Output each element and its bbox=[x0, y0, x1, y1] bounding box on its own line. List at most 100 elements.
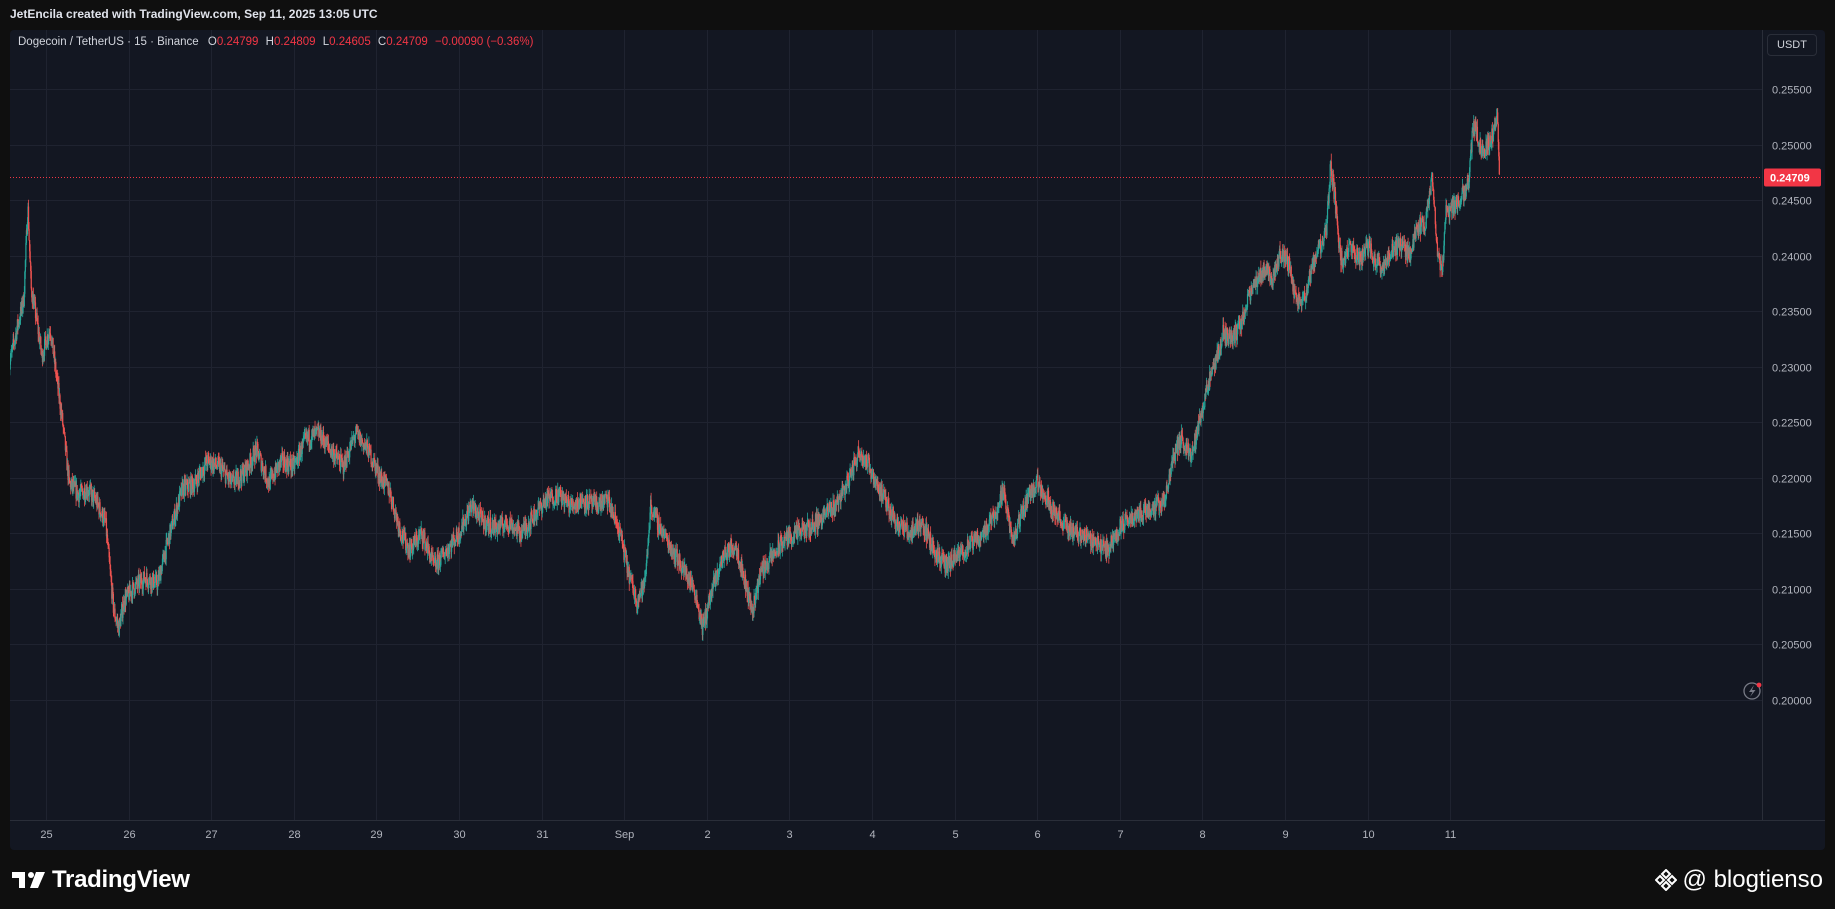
candle-body bbox=[265, 466, 267, 482]
candle bbox=[633, 584, 636, 605]
header-bar: JetEncila created with TradingView.com, … bbox=[0, 0, 1835, 30]
candle-body bbox=[161, 564, 163, 574]
candle-body bbox=[147, 584, 150, 588]
candle bbox=[281, 446, 283, 458]
candle-body bbox=[260, 454, 262, 456]
candle bbox=[86, 480, 88, 501]
candle bbox=[312, 425, 314, 440]
candle bbox=[30, 265, 32, 291]
candle bbox=[112, 592, 114, 617]
candle bbox=[530, 505, 532, 535]
candle-body bbox=[542, 499, 544, 506]
candle-body bbox=[763, 559, 765, 568]
candle-body bbox=[553, 503, 555, 506]
grid bbox=[10, 30, 1762, 820]
candle-body bbox=[335, 449, 337, 452]
candle-body bbox=[383, 474, 385, 489]
candle-body bbox=[456, 528, 458, 538]
candle-body bbox=[107, 544, 110, 548]
candle bbox=[482, 507, 484, 526]
candle-body bbox=[238, 485, 240, 487]
candle-body bbox=[397, 517, 399, 521]
candle-body bbox=[555, 489, 557, 503]
candle-body bbox=[340, 454, 342, 470]
candle-body bbox=[409, 548, 412, 558]
candle-body bbox=[510, 519, 512, 529]
candle-body bbox=[133, 588, 135, 595]
candle bbox=[225, 473, 227, 485]
candle bbox=[507, 525, 509, 535]
candle-body bbox=[109, 563, 111, 570]
candle-body bbox=[42, 354, 45, 358]
candle bbox=[61, 402, 63, 422]
candle bbox=[479, 501, 482, 518]
candle-body bbox=[496, 528, 499, 535]
candle-body bbox=[308, 429, 310, 446]
candle bbox=[287, 451, 289, 470]
candle-body bbox=[238, 480, 240, 487]
candle-body bbox=[364, 443, 366, 447]
candle bbox=[134, 581, 136, 596]
candle bbox=[432, 547, 434, 565]
candle-body bbox=[513, 527, 515, 530]
candle bbox=[345, 450, 347, 473]
candle-body bbox=[492, 520, 494, 534]
candle bbox=[460, 530, 462, 544]
candle-body bbox=[296, 457, 299, 464]
candle-body bbox=[56, 375, 58, 377]
candle-body bbox=[55, 361, 57, 374]
candle bbox=[416, 531, 418, 550]
candle-body bbox=[51, 339, 53, 345]
candle-body bbox=[19, 306, 22, 321]
candle-body bbox=[465, 515, 468, 526]
candle bbox=[113, 612, 115, 618]
candle-body bbox=[197, 473, 199, 477]
candle bbox=[436, 547, 438, 574]
candle-body bbox=[432, 553, 434, 560]
price-chart[interactable]: 0.255000.250000.245000.240000.235000.230… bbox=[10, 30, 1825, 850]
candle-body bbox=[468, 507, 470, 521]
candle bbox=[373, 453, 375, 468]
candle-body bbox=[84, 498, 86, 500]
candle bbox=[272, 468, 274, 485]
candle-body bbox=[323, 441, 325, 443]
candle-body bbox=[219, 463, 221, 472]
candle-body bbox=[157, 580, 159, 590]
chart-panel[interactable]: 0.25500 0.25000 0.24500 0.24000 0.23500 0.230… bbox=[10, 30, 1825, 850]
candle-body bbox=[237, 471, 239, 486]
candle bbox=[311, 428, 313, 437]
candle-body bbox=[428, 546, 430, 554]
candle-body bbox=[385, 477, 388, 481]
candle bbox=[234, 470, 237, 486]
candle bbox=[253, 445, 255, 462]
candle-body bbox=[210, 467, 213, 470]
candle-body bbox=[35, 317, 37, 319]
candle bbox=[470, 506, 472, 517]
candle-body bbox=[234, 478, 236, 486]
candle bbox=[424, 540, 427, 551]
candle bbox=[48, 328, 50, 345]
candle-body bbox=[555, 489, 557, 491]
candle-body bbox=[462, 517, 464, 530]
candle-body bbox=[526, 530, 528, 535]
candle-body bbox=[572, 501, 574, 507]
candle-body bbox=[21, 300, 23, 311]
candle-body bbox=[565, 495, 567, 502]
candle bbox=[302, 431, 304, 448]
candle bbox=[486, 517, 488, 533]
candle-body bbox=[548, 492, 550, 494]
candle-body bbox=[19, 320, 21, 322]
candle-body bbox=[82, 494, 85, 499]
candle bbox=[265, 464, 267, 483]
candle-body bbox=[424, 532, 426, 550]
candle-body bbox=[346, 450, 348, 467]
candle-body bbox=[285, 459, 287, 472]
candle-body bbox=[405, 548, 407, 551]
candle-body bbox=[405, 532, 407, 551]
candle-body bbox=[170, 521, 173, 527]
candle bbox=[105, 511, 108, 544]
candle-body bbox=[10, 351, 12, 359]
candle-body bbox=[564, 500, 566, 507]
candle-body bbox=[328, 445, 330, 448]
candle-body bbox=[303, 434, 305, 438]
